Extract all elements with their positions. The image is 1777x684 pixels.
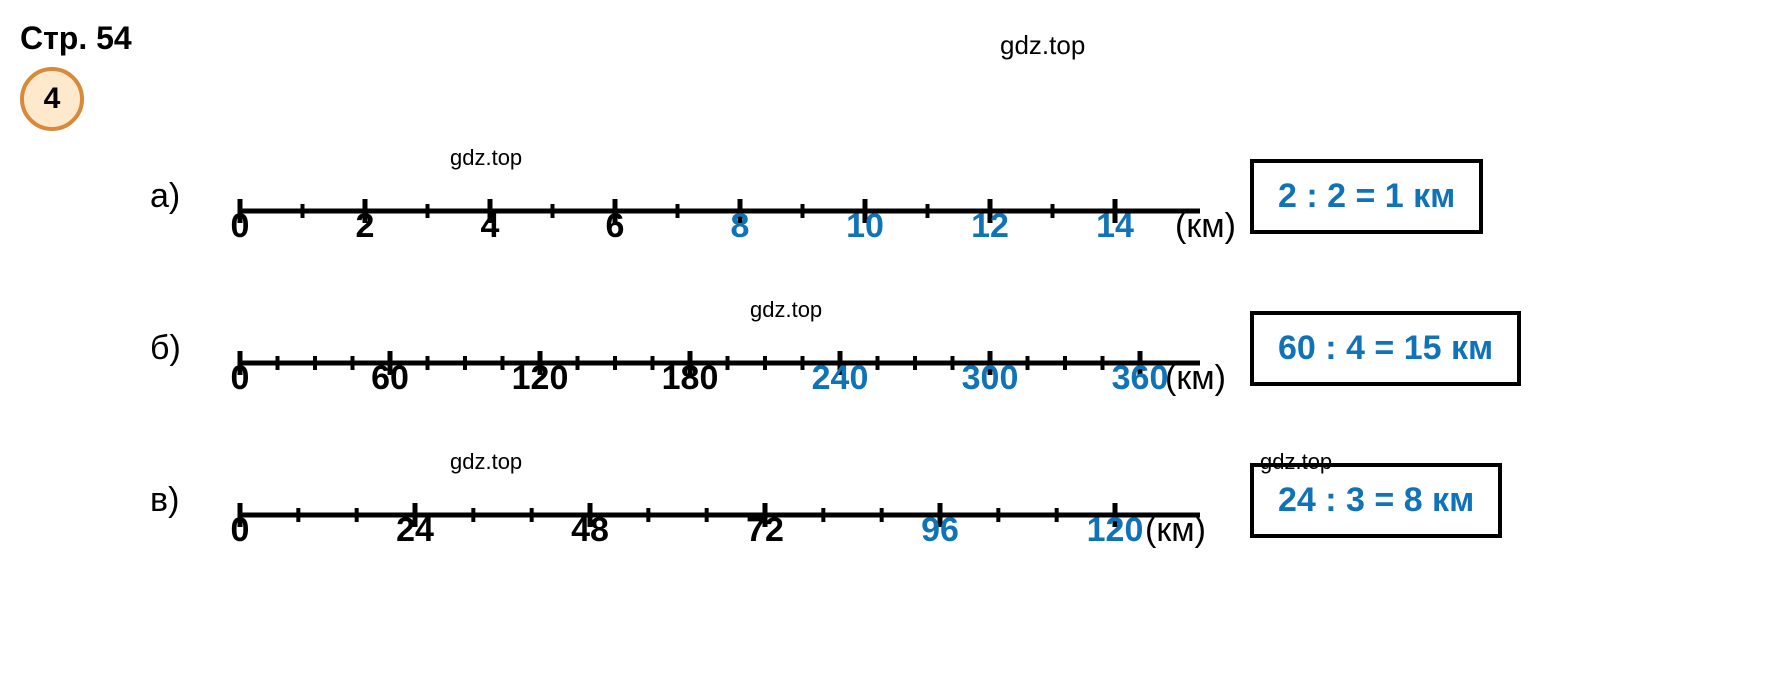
tick-label: 24	[396, 511, 434, 550]
tick-label: 0	[231, 207, 250, 246]
tick-label: 14	[1096, 207, 1134, 246]
tick-labels: 060120180240300360(км)	[230, 359, 1210, 409]
watermark: gdz.top	[750, 297, 822, 323]
page-label: Стр. 54	[20, 20, 132, 57]
tick-label: 48	[571, 511, 609, 550]
tick-label: 12	[971, 207, 1009, 246]
answer-box: 60 : 4 = 15 км	[1250, 311, 1521, 386]
tick-label: 6	[606, 207, 625, 246]
exercise-badge: 4	[20, 67, 84, 131]
tick-label: 300	[962, 359, 1019, 398]
tick-label: 0	[231, 511, 250, 550]
tick-label: 10	[846, 207, 884, 246]
tick-label: 60	[371, 359, 409, 398]
tick-label: 360	[1112, 359, 1169, 398]
tick-label: 8	[731, 207, 750, 246]
row-label: б)	[150, 329, 190, 368]
tick-labels: 0 24 48 72 96 120(км)	[230, 511, 1210, 561]
row-label: а)	[150, 177, 190, 216]
tick-label: 120	[512, 359, 569, 398]
row-label: в)	[150, 481, 190, 520]
tick-label: 120	[1087, 511, 1144, 550]
tick-label: 0	[231, 359, 250, 398]
tick-label: 180	[662, 359, 719, 398]
unit-label: (км)	[1145, 511, 1206, 550]
numberline-wrap: gdz.top02468101214(км)	[230, 131, 1210, 261]
numberline-row: в)gdz.top024487296120(км)gdz.top24 : 3 =…	[150, 435, 1757, 565]
tick-label: 4	[481, 207, 500, 246]
watermark-top: gdz.top	[1000, 30, 1085, 61]
watermark: gdz.top	[450, 449, 522, 475]
numberline-row: б) gdz.top 0 60 120 180 240 300 360(км) 60 : 4 = …	[150, 283, 1757, 413]
tick-label: 2	[356, 207, 375, 246]
tick-label: 72	[746, 511, 784, 550]
numberline-wrap: gdz.top024487296120(км)gdz.top	[230, 435, 1210, 565]
tick-label: 240	[812, 359, 869, 398]
answer-box: 2 : 2 = 1 км	[1250, 159, 1483, 234]
numberline-wrap: gdz.top060120180240300360(км)	[230, 283, 1210, 413]
tick-labels: 02468101214(км)	[230, 207, 1210, 257]
tick-label: 96	[921, 511, 959, 550]
unit-label: (км)	[1175, 207, 1236, 246]
numberline-row: а) gdz.top 0 2 4 6 8 10 12 14 (км) 2 : 2 = 1 км	[150, 131, 1757, 261]
watermark: gdz.top	[1260, 449, 1332, 475]
watermark: gdz.top	[450, 145, 522, 171]
unit-label: (км)	[1165, 359, 1226, 398]
